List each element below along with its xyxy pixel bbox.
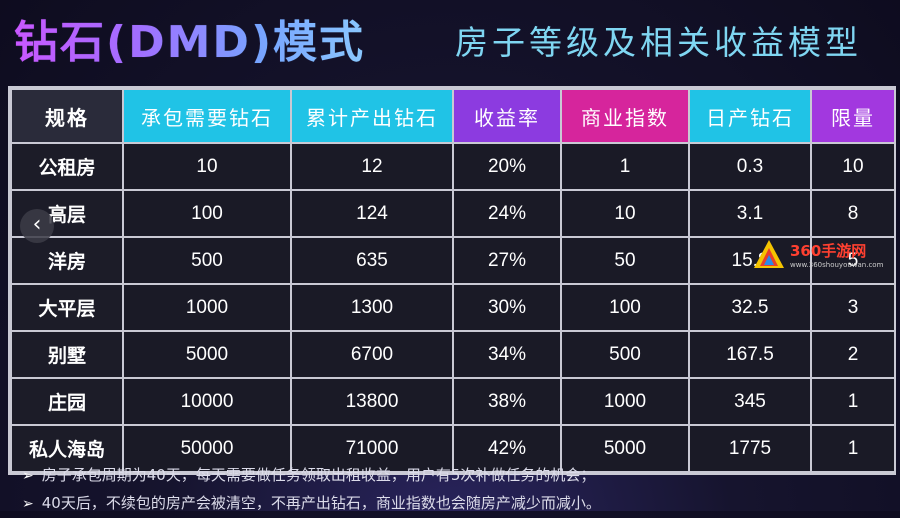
table-cell: 1000: [122, 283, 292, 332]
table-cell: 32.5: [688, 283, 812, 332]
table-cell: 38%: [452, 377, 562, 426]
table-cell: 345: [688, 377, 812, 426]
column-header-business-index: 商业指数: [560, 88, 690, 144]
table-cell: 私人海岛: [10, 424, 124, 473]
table-cell: 12: [290, 142, 454, 191]
bullet-arrow-icon: ➢: [22, 468, 34, 484]
table-cell: 庄园: [10, 377, 124, 426]
table-cell: 100: [560, 283, 690, 332]
table-cell: 2: [810, 330, 896, 379]
table-cell: 42%: [452, 424, 562, 473]
watermark-logo-icon: [754, 240, 784, 268]
column-header-contract-diamonds: 承包需要钻石: [122, 88, 292, 144]
table-cell: 50000: [122, 424, 292, 473]
table-cell: 公租房: [10, 142, 124, 191]
table-row: 庄园 10000 13800 38% 1000 345 1: [10, 377, 896, 426]
note-item: ➢ 房子承包周期为40天，每天需要做任务领取出租收益，用户有5次补做任务的机会；: [22, 462, 882, 490]
table-cell: 10: [122, 142, 292, 191]
table-cell: 5000: [560, 424, 690, 473]
table-cell: 别墅: [10, 330, 124, 379]
table-cell: 10: [560, 189, 690, 238]
notes: ➢ 房子承包周期为40天，每天需要做任务领取出租收益，用户有5次补做任务的机会； …: [22, 462, 882, 518]
table-cell: 1300: [290, 283, 454, 332]
table-cell: 500: [560, 330, 690, 379]
column-header-yield-rate: 收益率: [452, 88, 562, 144]
table-cell: 100: [122, 189, 292, 238]
watermark-text: 360手游网: [790, 242, 867, 260]
table-row: 公租房 10 12 20% 1 0.3 10: [10, 142, 896, 191]
note-text: 房子承包周期为40天，每天需要做任务领取出租收益，用户有5次补做任务的机会；: [41, 466, 596, 484]
table-cell: 500: [122, 236, 292, 285]
table-row: 洋房 500 635 27% 50 15.8 5: [10, 236, 896, 285]
column-header-total-output: 累计产出钻石: [290, 88, 454, 144]
table-cell: 3: [810, 283, 896, 332]
table-cell: 71000: [290, 424, 454, 473]
bullet-arrow-icon: ➢: [22, 496, 34, 512]
income-table: 规格 承包需要钻石 累计产出钻石 收益率 商业指数 日产钻石 限量 公租房 10…: [8, 86, 896, 475]
header: 钻石(DMD)模式 房子等级及相关收益模型: [0, 0, 900, 82]
page-subtitle: 房子等级及相关收益模型: [455, 23, 862, 62]
table-cell: 1775: [688, 424, 812, 473]
table-cell: 1: [810, 424, 896, 473]
column-header-limit: 限量: [810, 88, 896, 144]
table-cell: 20%: [452, 142, 562, 191]
table-row: 大平层 1000 1300 30% 100 32.5 3: [10, 283, 896, 332]
table-cell: 1000: [560, 377, 690, 426]
column-header-spec: 规格: [10, 88, 124, 144]
table-cell: 13800: [290, 377, 454, 426]
table-cell: 洋房: [10, 236, 124, 285]
chevron-left-icon[interactable]: ‹: [20, 209, 54, 243]
table-cell: 635: [290, 236, 454, 285]
table-cell: 34%: [452, 330, 562, 379]
table-cell: 大平层: [10, 283, 124, 332]
table-cell: 1: [810, 377, 896, 426]
table-cell: 15.8: [688, 236, 812, 285]
table-cell: 50: [560, 236, 690, 285]
table-header-row: 规格 承包需要钻石 累计产出钻石 收益率 商业指数 日产钻石 限量: [10, 88, 896, 144]
page-title: 钻石(DMD)模式: [14, 6, 365, 70]
column-header-daily-output: 日产钻石: [688, 88, 812, 144]
table-cell: 3.1: [688, 189, 812, 238]
table-cell: 30%: [452, 283, 562, 332]
table-cell: 8: [810, 189, 896, 238]
table-cell: 27%: [452, 236, 562, 285]
table-row: 私人海岛 50000 71000 42% 5000 1775 1: [10, 424, 896, 473]
table-row: 别墅 5000 6700 34% 500 167.5 2: [10, 330, 896, 379]
table-cell: 10: [810, 142, 896, 191]
watermark: 360手游网 www.360shouyouwan.com: [752, 238, 892, 274]
table-cell: 1: [560, 142, 690, 191]
table-cell: 167.5: [688, 330, 812, 379]
table-cell: 5000: [122, 330, 292, 379]
table-cell: 10000: [122, 377, 292, 426]
table-cell: 124: [290, 189, 454, 238]
table-cell: 6700: [290, 330, 454, 379]
table-cell: 5: [810, 236, 896, 285]
watermark-url: www.360shouyouwan.com: [790, 261, 884, 269]
table-cell: 0.3: [688, 142, 812, 191]
table-cell: 24%: [452, 189, 562, 238]
note-item: ➢ 40天后，不续包的房产会被清空，不再产出钻石，商业指数也会随房产减少而减小。: [22, 490, 882, 518]
table-row: 高层 100 124 24% 10 3.1 8: [10, 189, 896, 238]
note-text: 40天后，不续包的房产会被清空，不再产出钻石，商业指数也会随房产减少而减小。: [41, 494, 601, 512]
